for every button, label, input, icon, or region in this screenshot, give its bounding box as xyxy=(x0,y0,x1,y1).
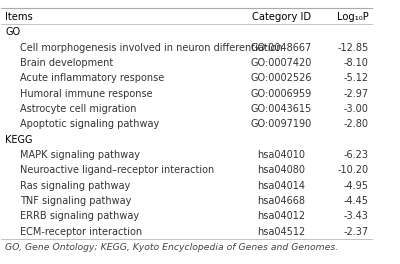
Text: -6.23: -6.23 xyxy=(344,150,368,160)
Text: -3.43: -3.43 xyxy=(344,211,368,221)
Text: GO:0043615: GO:0043615 xyxy=(251,104,312,114)
Text: hsa04668: hsa04668 xyxy=(257,196,305,206)
Text: Humoral immune response: Humoral immune response xyxy=(20,89,152,99)
Text: -4.45: -4.45 xyxy=(344,196,368,206)
Text: hsa04080: hsa04080 xyxy=(257,165,305,175)
Text: Items: Items xyxy=(5,12,33,22)
Text: GO:0007420: GO:0007420 xyxy=(251,58,312,68)
Text: hsa04012: hsa04012 xyxy=(257,211,306,221)
Text: GO: GO xyxy=(5,27,20,37)
Text: GO:0006959: GO:0006959 xyxy=(251,89,312,99)
Text: GO:0048667: GO:0048667 xyxy=(251,43,312,53)
Text: -5.12: -5.12 xyxy=(344,73,368,83)
Text: GO, Gene Ontology; KEGG, Kyoto Encyclopedia of Genes and Genomes.: GO, Gene Ontology; KEGG, Kyoto Encyclope… xyxy=(5,243,338,252)
Text: -2.97: -2.97 xyxy=(344,89,368,99)
Text: Astrocyte cell migration: Astrocyte cell migration xyxy=(20,104,136,114)
Text: Cell morphogenesis involved in neuron differentiation: Cell morphogenesis involved in neuron di… xyxy=(20,43,282,53)
Text: -12.85: -12.85 xyxy=(337,43,368,53)
Text: -2.80: -2.80 xyxy=(344,119,368,129)
Text: -3.00: -3.00 xyxy=(344,104,368,114)
Text: ECM-receptor interaction: ECM-receptor interaction xyxy=(20,227,142,237)
Text: TNF signaling pathway: TNF signaling pathway xyxy=(20,196,131,206)
Text: ERRB signaling pathway: ERRB signaling pathway xyxy=(20,211,139,221)
Text: Neuroactive ligand–receptor interaction: Neuroactive ligand–receptor interaction xyxy=(20,165,214,175)
Text: -4.95: -4.95 xyxy=(344,181,368,191)
Text: Brain development: Brain development xyxy=(20,58,113,68)
Text: -10.20: -10.20 xyxy=(338,165,368,175)
Text: Category ID: Category ID xyxy=(252,12,311,22)
Text: MAPK signaling pathway: MAPK signaling pathway xyxy=(20,150,140,160)
Text: GO:0097190: GO:0097190 xyxy=(251,119,312,129)
Text: Apoptotic signaling pathway: Apoptotic signaling pathway xyxy=(20,119,159,129)
Text: hsa04512: hsa04512 xyxy=(257,227,306,237)
Text: KEGG: KEGG xyxy=(5,135,32,145)
Text: Acute inflammatory response: Acute inflammatory response xyxy=(20,73,164,83)
Text: -8.10: -8.10 xyxy=(344,58,368,68)
Text: -2.37: -2.37 xyxy=(344,227,368,237)
Text: GO:0002526: GO:0002526 xyxy=(251,73,312,83)
Text: Log₁₀P: Log₁₀P xyxy=(337,12,368,22)
Text: Ras signaling pathway: Ras signaling pathway xyxy=(20,181,130,191)
Text: hsa04010: hsa04010 xyxy=(257,150,305,160)
Text: hsa04014: hsa04014 xyxy=(257,181,305,191)
